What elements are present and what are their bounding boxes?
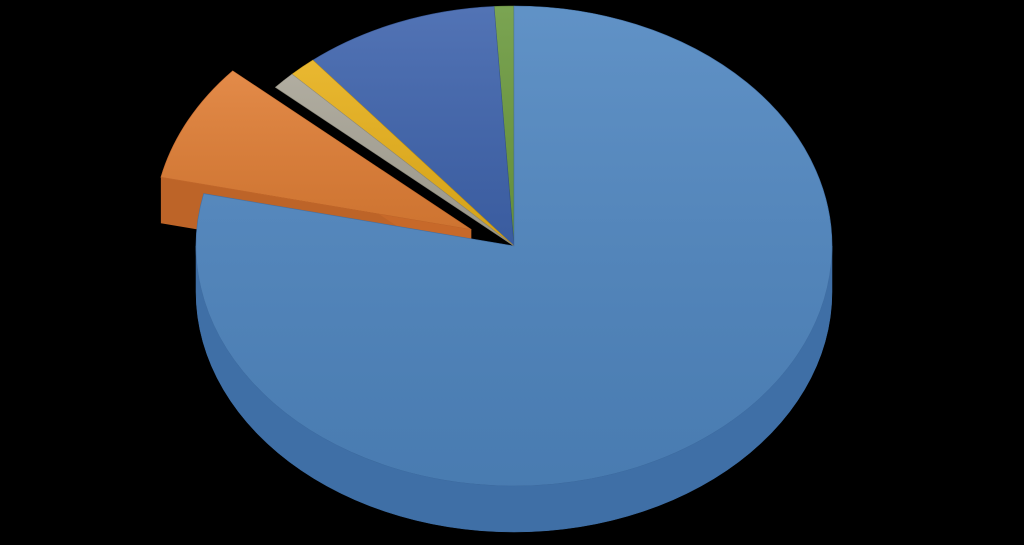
pie-slice-5: [312, 6, 515, 247]
pie-slice-3-sheen: [275, 74, 514, 247]
pie-slice-1-sheen: [196, 6, 833, 487]
pie-slice-2-sheen: [160, 70, 472, 230]
pie-slice-1: [195, 5, 833, 533]
pie-slice-3: [274, 73, 515, 247]
slices-layer: [160, 5, 833, 533]
pie-slice-5-sheen: [312, 6, 514, 246]
pie-slice-4-sheen: [291, 60, 514, 247]
